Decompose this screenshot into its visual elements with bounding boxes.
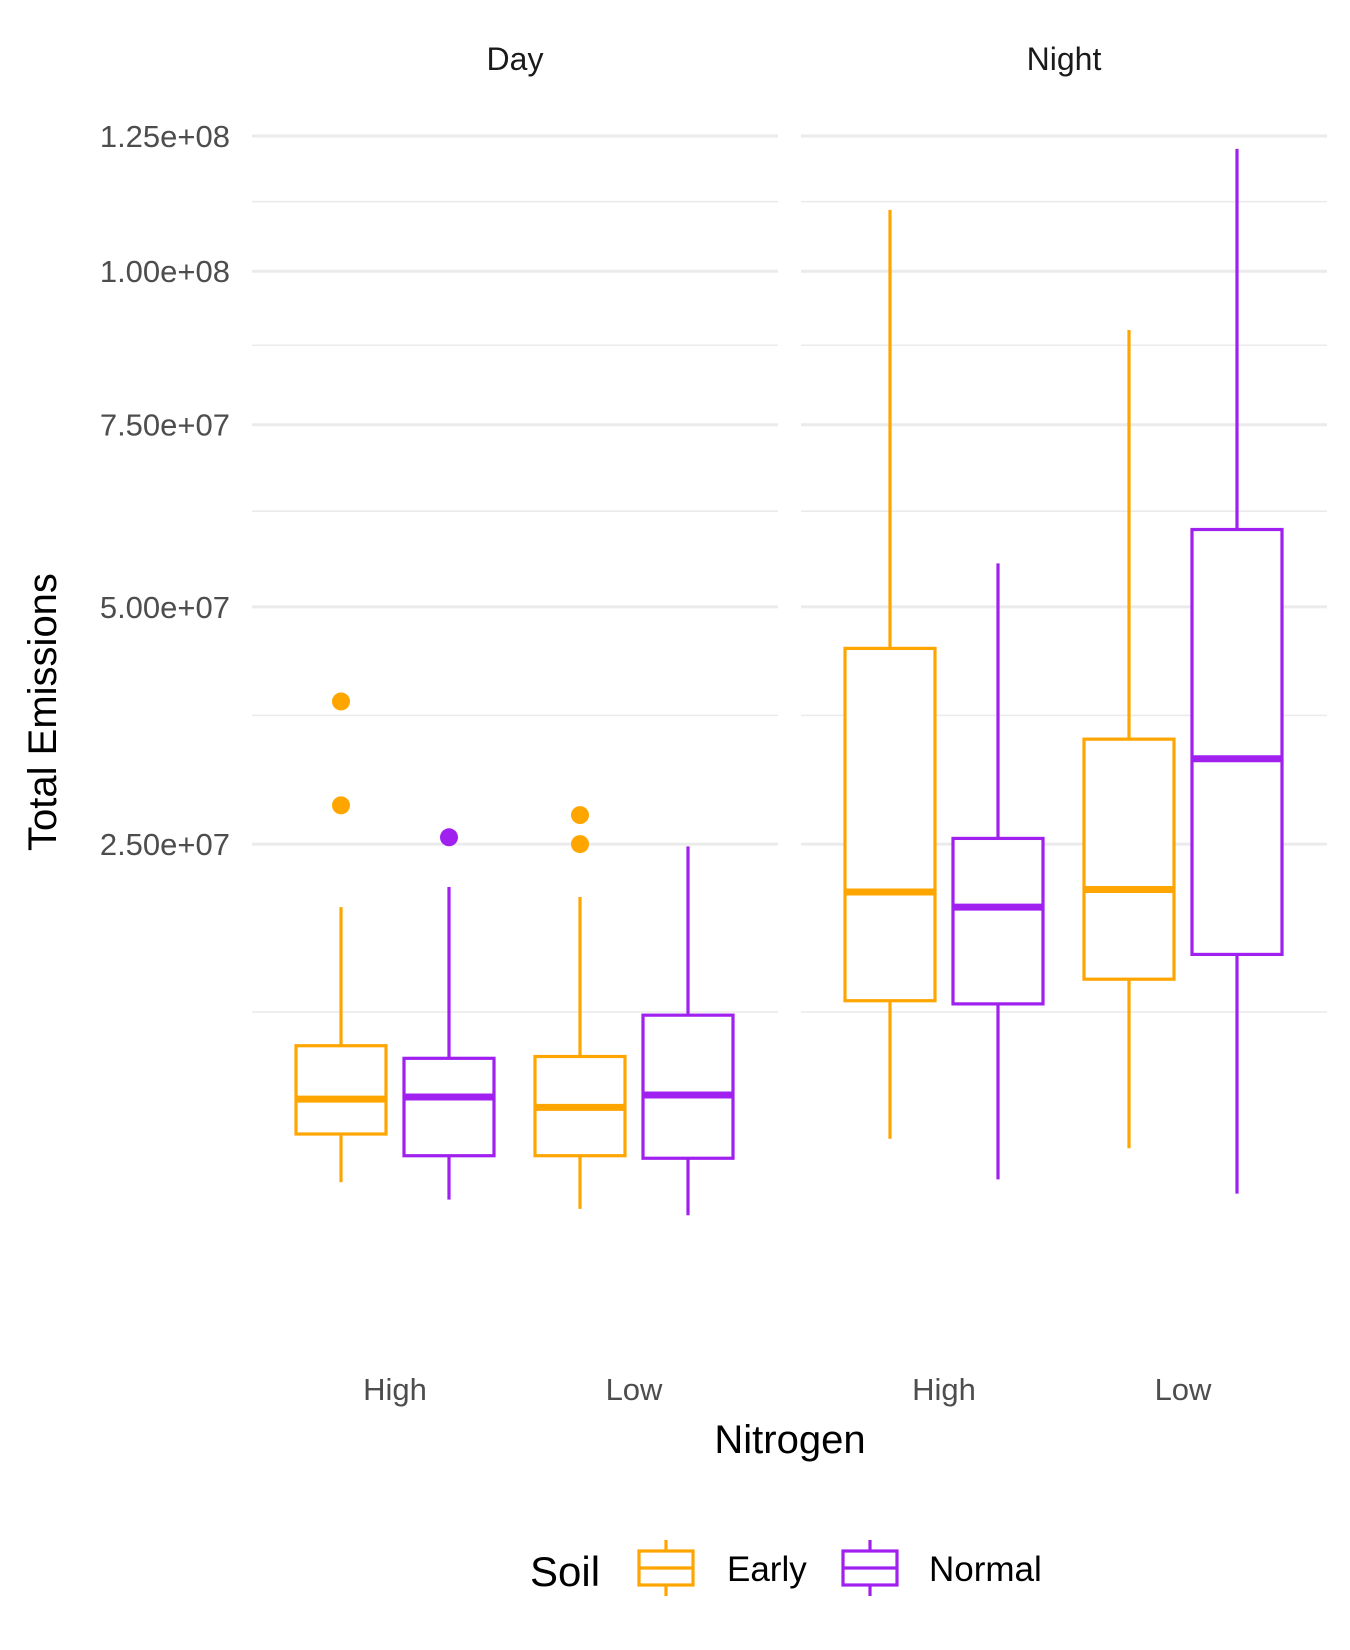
box-iqr <box>641 1013 735 1160</box>
outlier-point <box>571 806 589 825</box>
box-high-early <box>294 692 388 1183</box>
box-high-normal <box>951 563 1045 1180</box>
box-iqr <box>1082 737 1176 981</box>
outlier-point <box>440 828 458 847</box>
outlier-point <box>332 796 350 815</box>
legend: Soil Early Normal <box>530 1540 1042 1596</box>
legend-label-early: Early <box>727 1550 807 1589</box>
outlier-point <box>332 692 350 711</box>
box-high-early <box>843 209 937 1139</box>
facets: Day High Low Night High Low <box>294 41 1284 1407</box>
box-high-normal <box>402 828 496 1200</box>
x-tick-label: High <box>363 1372 427 1407</box>
outlier-point <box>571 835 589 854</box>
x-axis-title: Nitrogen <box>714 1418 865 1462</box>
box-iqr <box>1190 527 1284 957</box>
box-low-early <box>1082 330 1176 1149</box>
box-iqr <box>951 836 1045 1006</box>
box-low-early <box>533 806 627 1209</box>
y-tick-label: 5.00e+07 <box>100 590 230 625</box>
box-low-normal <box>641 846 735 1216</box>
box-low-normal <box>1190 148 1284 1194</box>
box-iqr <box>843 646 937 1003</box>
y-tick-label: 1.25e+08 <box>100 119 230 154</box>
x-tick-label: Low <box>606 1372 663 1407</box>
y-tick-label: 1.00e+08 <box>100 254 230 289</box>
legend-key-early <box>637 1540 695 1596</box>
box-iqr <box>402 1056 496 1158</box>
facet-title: Night <box>1027 41 1102 77</box>
facet-day: Day High Low <box>294 41 735 1407</box>
box-iqr <box>294 1044 388 1136</box>
y-axis-title: Total Emissions <box>21 573 65 851</box>
y-tick-label: 2.50e+07 <box>100 827 230 862</box>
legend-title: Soil <box>530 1548 600 1595</box>
legend-label-normal: Normal <box>929 1550 1042 1589</box>
legend-key-normal <box>841 1540 899 1596</box>
y-axis-ticks: 2.50e+07 5.00e+07 7.50e+07 1.00e+08 1.25e+08 <box>100 119 230 862</box>
facet-night: Night High Low <box>843 41 1284 1407</box>
facet-title: Day <box>487 41 544 77</box>
y-tick-label: 7.50e+07 <box>100 408 230 443</box>
x-tick-label: High <box>912 1372 976 1407</box>
x-tick-label: Low <box>1155 1372 1212 1407</box>
